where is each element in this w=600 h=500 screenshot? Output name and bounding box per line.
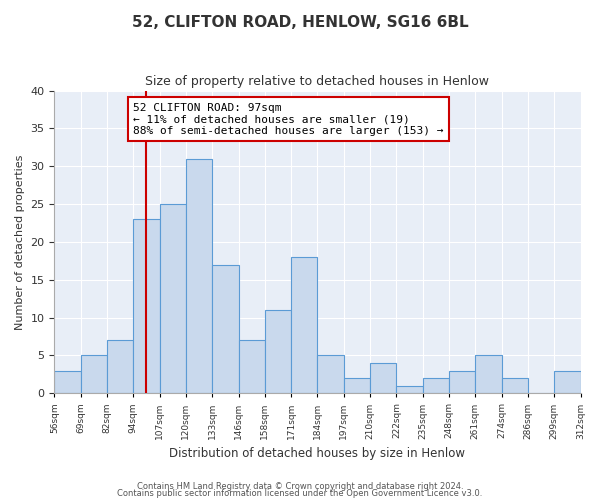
X-axis label: Distribution of detached houses by size in Henlow: Distribution of detached houses by size …: [169, 447, 466, 460]
Bar: [160, 204, 186, 394]
Bar: [554, 370, 581, 394]
Text: 52, CLIFTON ROAD, HENLOW, SG16 6BL: 52, CLIFTON ROAD, HENLOW, SG16 6BL: [131, 15, 469, 30]
Bar: [317, 356, 344, 394]
Bar: [81, 356, 107, 394]
Title: Size of property relative to detached houses in Henlow: Size of property relative to detached ho…: [145, 75, 490, 88]
Y-axis label: Number of detached properties: Number of detached properties: [15, 154, 25, 330]
Text: 52 CLIFTON ROAD: 97sqm
← 11% of detached houses are smaller (19)
88% of semi-det: 52 CLIFTON ROAD: 97sqm ← 11% of detached…: [133, 102, 444, 136]
Bar: [475, 356, 502, 394]
Bar: [291, 257, 317, 394]
Bar: [449, 370, 475, 394]
Bar: [422, 378, 449, 394]
Bar: [107, 340, 133, 394]
Bar: [133, 219, 160, 394]
Bar: [502, 378, 528, 394]
Bar: [397, 386, 422, 394]
Bar: [344, 378, 370, 394]
Bar: [186, 158, 212, 394]
Bar: [212, 264, 239, 394]
Bar: [370, 363, 397, 394]
Bar: [265, 310, 291, 394]
Bar: [55, 370, 81, 394]
Bar: [239, 340, 265, 394]
Text: Contains public sector information licensed under the Open Government Licence v3: Contains public sector information licen…: [118, 490, 482, 498]
Text: Contains HM Land Registry data © Crown copyright and database right 2024.: Contains HM Land Registry data © Crown c…: [137, 482, 463, 491]
